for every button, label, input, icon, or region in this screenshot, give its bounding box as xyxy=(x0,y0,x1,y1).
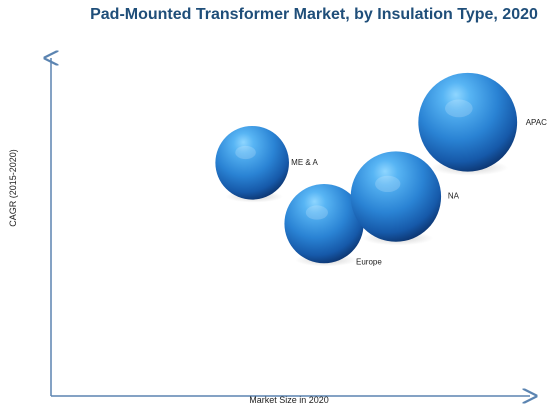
chart-title: Pad-Mounted Transformer Market, by Insul… xyxy=(90,6,538,23)
bubble-layer xyxy=(215,72,518,267)
bubble-highlight xyxy=(305,205,328,220)
bubble-label: NA xyxy=(448,192,460,201)
y-axis-label: CAGR (2015-2020) xyxy=(8,149,18,227)
bubble-label: Europe xyxy=(356,258,382,267)
bubble-highlight xyxy=(445,99,473,118)
bubble-label-layer: ME & A Europe NA APAC xyxy=(291,118,547,266)
x-axis-label: Market Size in 2020 xyxy=(249,395,329,405)
bubble-label: APAC xyxy=(526,118,547,127)
bubble-point xyxy=(350,151,442,242)
bubble-point xyxy=(215,125,289,200)
bubble-highlight xyxy=(235,145,256,160)
bubble-point xyxy=(418,72,518,172)
bubble-label: ME & A xyxy=(291,158,318,167)
bubble-highlight xyxy=(375,175,401,193)
bubble-point xyxy=(284,184,364,264)
